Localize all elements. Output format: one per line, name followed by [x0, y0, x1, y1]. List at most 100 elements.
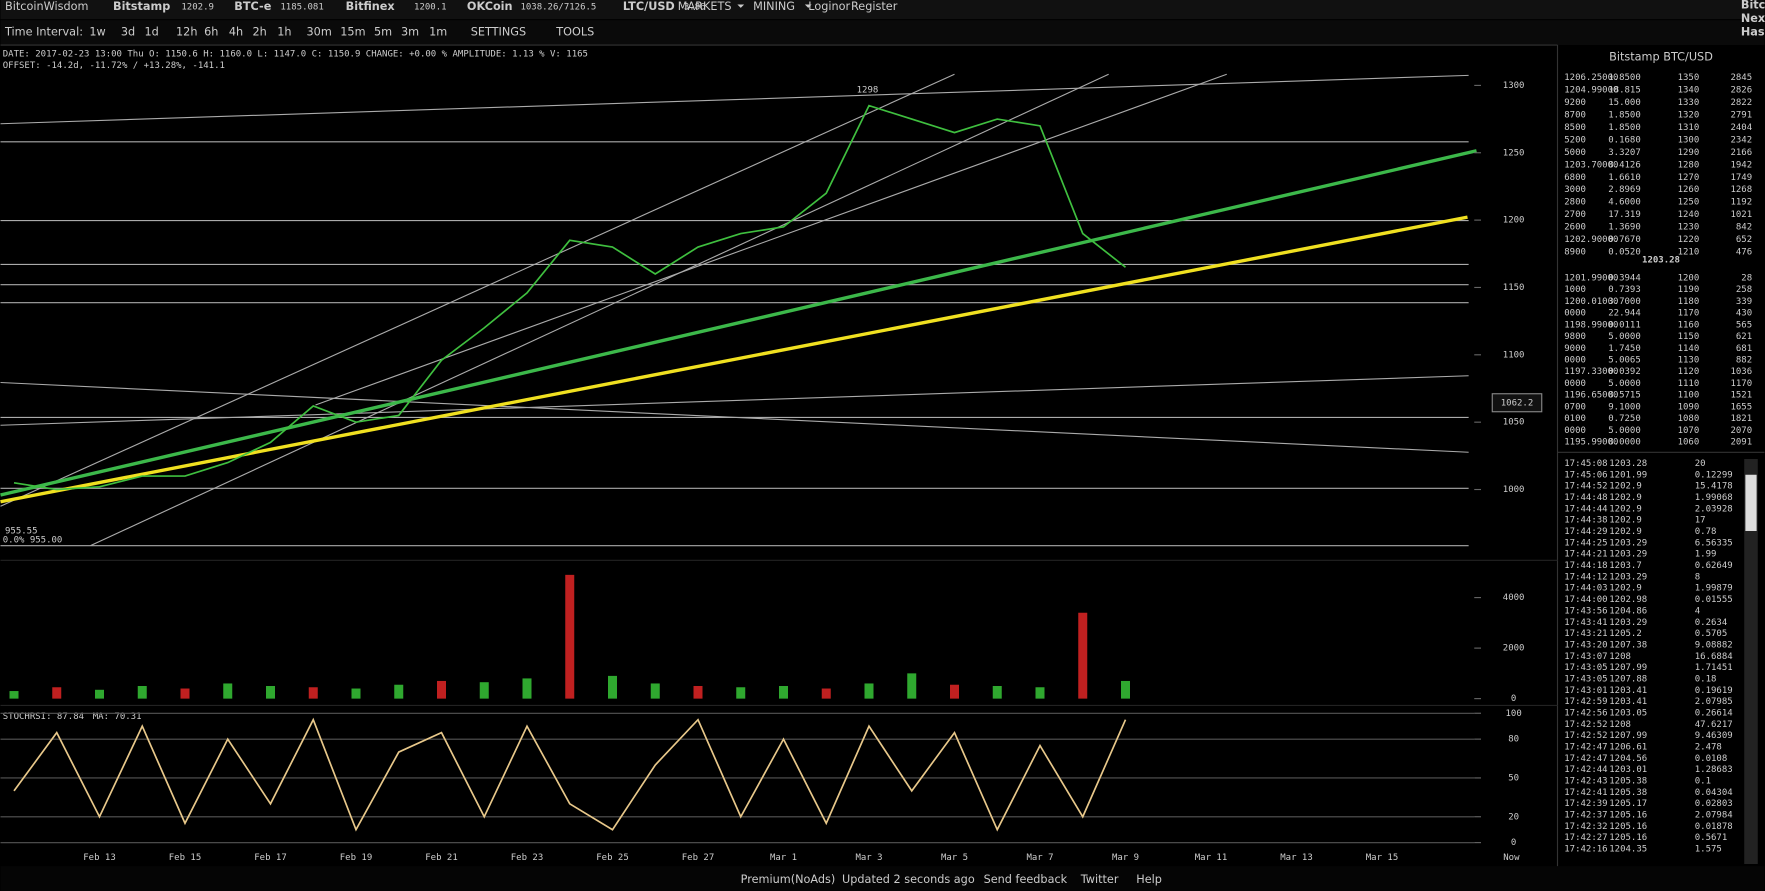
order-book-cell: 1196.65000 [1564, 391, 1618, 401]
trade-price: 1202.9 [1609, 504, 1642, 514]
x-tick-label: Feb 13 [83, 853, 116, 863]
order-book-cell: 1195.99000 [1564, 438, 1618, 448]
order-book-cell: 1330 [1678, 98, 1700, 108]
interval-button[interactable]: 30m [307, 26, 332, 39]
ticker-name[interactable]: BTC-e [234, 0, 271, 13]
trade-amount: 0.18 [1695, 674, 1717, 684]
order-book-cell: 1170 [1730, 379, 1752, 389]
trade-time: 17:42:44 [1564, 765, 1607, 775]
stochrsi-line [13, 717, 1127, 832]
footer-link[interactable]: Help [1136, 873, 1162, 886]
trade-price: 1204.35 [1609, 845, 1647, 855]
trade-time: 17:43:05 [1564, 663, 1607, 673]
footer-link: Updated 2 seconds ago [842, 873, 975, 886]
settings-menu[interactable]: SETTINGS [471, 26, 526, 39]
footer-link[interactable]: Twitter [1080, 873, 1119, 886]
interval-button[interactable]: 1m [429, 26, 447, 39]
interval-button[interactable]: 15m [340, 26, 365, 39]
interval-button[interactable]: 2h [253, 26, 267, 39]
trade-time: 17:44:18 [1564, 561, 1607, 571]
menu[interactable]: MINING [753, 0, 795, 13]
logo[interactable]: BitcoinWisdom [5, 0, 88, 13]
interval-button[interactable]: 1w [89, 26, 105, 39]
order-book-cell: 4.6000 [1608, 198, 1641, 208]
order-book-cell: 1201.99000 [1564, 273, 1618, 283]
trade-time: 17:44:21 [1564, 550, 1607, 560]
order-book-cell: 1140 [1678, 344, 1700, 354]
ma-label: MA: 70.31 [93, 712, 142, 722]
interval-button[interactable]: 1d [145, 26, 159, 39]
volume-bar [907, 673, 917, 699]
trade-amount: 0.78 [1695, 527, 1717, 537]
y-tick-label: 100 [1505, 709, 1521, 719]
trade-amount: 1.575 [1695, 845, 1722, 855]
trade-price: 1203.29 [1609, 550, 1647, 560]
order-book-cell: 1070 [1678, 426, 1700, 436]
side-link[interactable]: Bitc [1741, 0, 1765, 12]
side-link[interactable]: Hash [1741, 26, 1765, 39]
drawn-line [0, 149, 1477, 497]
tools-menu[interactable]: TOOLS [555, 26, 594, 39]
trade-time: 17:42:32 [1564, 822, 1607, 832]
ticker-price: 1185.081 [280, 2, 323, 12]
dropdown-arrow [737, 4, 745, 8]
menu[interactable]: MARKETS [678, 0, 732, 13]
trade-price: 1204.86 [1609, 606, 1647, 616]
toolbar-bar [0, 20, 1765, 45]
ticker-name[interactable]: LTC/USD [623, 0, 675, 13]
x-tick-label: Mar 11 [1195, 853, 1228, 863]
cursor-price-box [1491, 393, 1543, 413]
ticker-name[interactable]: Bitfinex [346, 0, 396, 13]
side-link[interactable]: Next [1741, 12, 1765, 25]
ticker-name[interactable]: OKCoin [467, 0, 513, 13]
volume-bar [1035, 687, 1045, 699]
interval-button[interactable]: 6h [204, 26, 218, 39]
trade-time: 17:43:07 [1564, 652, 1607, 662]
trade-amount: 9.46309 [1695, 731, 1733, 741]
interval-button[interactable]: 3d [121, 26, 135, 39]
login[interactable]: Login [808, 0, 838, 13]
order-book-cell: 0.1680 [1608, 135, 1641, 145]
trade-amount: 0.04304 [1695, 788, 1733, 798]
order-book-cell: 2600 [1564, 223, 1586, 233]
footer-link[interactable]: Send feedback [984, 873, 1068, 886]
scrollbar[interactable] [1744, 459, 1758, 864]
order-book-cell: 1300 [1678, 135, 1700, 145]
or: or [839, 0, 851, 13]
order-book-cell: 2845 [1730, 73, 1752, 83]
interval-button[interactable]: 12h [176, 26, 197, 39]
low-marker-2: 0.0% 955.00 [3, 536, 63, 546]
order-book-cell: 1270 [1678, 173, 1700, 183]
order-book-cell: 9000 [1564, 344, 1586, 354]
trade-amount: 8 [1695, 572, 1700, 582]
order-book-cell: 1240 [1678, 210, 1700, 220]
order-book-cell: 5.0000 [1608, 426, 1641, 436]
trade-amount: 0.01555 [1695, 595, 1733, 605]
x-tick-label: Feb 25 [596, 853, 629, 863]
trade-price: 1208 [1609, 720, 1631, 730]
trade-price: 1202.9 [1609, 493, 1642, 503]
x-tick-label: Mar 1 [770, 853, 797, 863]
trade-price: 1203.29 [1609, 618, 1647, 628]
ticker-name[interactable]: Bitstamp [113, 0, 170, 13]
trade-time: 17:42:47 [1564, 754, 1607, 764]
interval-button[interactable]: 3m [401, 26, 419, 39]
interval-button[interactable]: 5m [374, 26, 392, 39]
trade-price: 1203.05 [1609, 708, 1647, 718]
volume-bar [779, 685, 788, 699]
trade-price: 1203.41 [1609, 686, 1647, 696]
order-book-cell: 0000 [1564, 379, 1586, 389]
footer-link[interactable]: Premium(NoAds) [741, 873, 836, 886]
order-book-cell: 842 [1736, 223, 1752, 233]
volume-bar [522, 678, 532, 699]
scroll-thumb[interactable] [1745, 474, 1757, 531]
interval-button[interactable]: 1h [277, 26, 291, 39]
register[interactable]: Register [851, 0, 898, 13]
volume-bar [223, 683, 233, 699]
order-book-cell: 1250 [1678, 198, 1700, 208]
drawn-line [0, 375, 1469, 426]
order-book-cell: 1150 [1678, 332, 1700, 342]
y-tick-label: 2000 [1503, 644, 1525, 654]
interval-button[interactable]: 4h [229, 26, 243, 39]
trade-price: 1207.88 [1609, 674, 1647, 684]
